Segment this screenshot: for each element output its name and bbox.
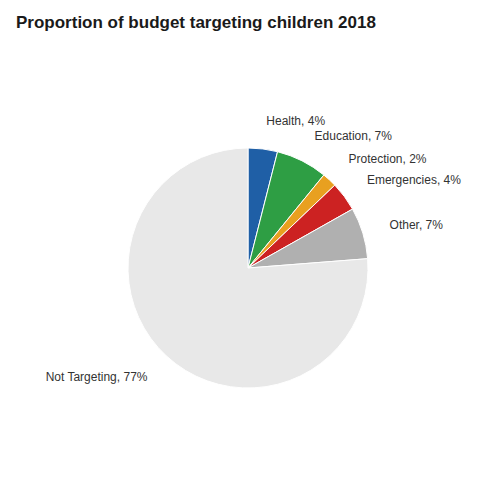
svg-text:Health, 4%: Health, 4% <box>266 114 325 128</box>
svg-text:Education, 7%: Education, 7% <box>315 129 393 143</box>
svg-text:Protection, 2%: Protection, 2% <box>349 152 427 166</box>
html-text:Proportion of budget targeting: Proportion of budget targeting children … <box>16 13 376 32</box>
svg-text:Other, 7%: Other, 7% <box>390 218 444 232</box>
svg-text:Emergencies, 4%: Emergencies, 4% <box>367 173 461 187</box>
svg-text:Not Targeting, 77%: Not Targeting, 77% <box>46 370 148 384</box>
